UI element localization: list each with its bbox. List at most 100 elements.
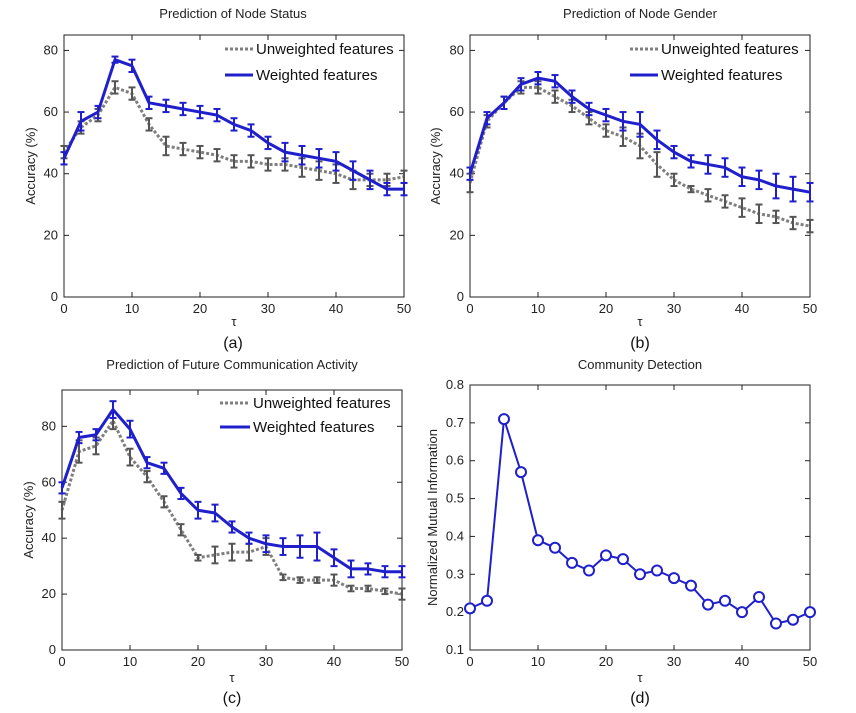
y-tick-label: 60 [44,104,58,119]
y-tick-label: 60 [42,474,56,489]
x-tick-label: 30 [261,301,275,316]
chart-panel-c: 0 10 20 30 40 50 0 20 40 60 80 Prediction of Future… [21,357,409,707]
y-tick-label: 0 [457,289,464,304]
chart-panel-d: 0 10 20 30 40 50 0.1 0.2 0.3 0.4 0.5 0.6 0.7 0.8 Commu… [425,357,817,707]
axes-frame [469,34,811,298]
x-tick-label: 10 [531,301,545,316]
x-tick-label: 50 [395,654,409,669]
data-point [498,413,510,426]
data-point [549,541,561,554]
y-axis-label: Accuracy (%) [21,481,36,558]
data-point [532,534,544,547]
x-tick-label: 10 [125,301,139,316]
x-tick-label: 50 [803,301,817,316]
x-axis-label: τ [231,314,237,329]
legend-label: Unweighted features [661,41,799,58]
data-point [736,606,748,619]
series-weighted [58,400,406,579]
y-tick-label: 0.4 [446,528,464,543]
data-point [685,579,697,592]
panel-caption: (d) [630,690,650,707]
y-tick-label: 0.3 [446,566,464,581]
x-tick-label: 0 [466,301,473,316]
legend: Unweighted features Weighted features [630,41,799,84]
panel-caption: (b) [630,335,650,352]
data-point [719,594,731,607]
series-unweighted [466,80,814,234]
x-tick-label: 30 [667,654,681,669]
y-tick-label: 0.8 [446,377,464,392]
x-tick-label: 30 [259,654,273,669]
y-tick-label: 40 [450,166,464,181]
y-tick-label: 80 [44,42,58,57]
axes-frame [61,389,403,651]
y-tick-label: 0 [49,642,56,657]
x-axis-label: τ [637,314,643,329]
x-tick-label: 30 [667,301,681,316]
x-tick-label: 50 [397,301,411,316]
y-tick-label: 80 [42,418,56,433]
y-tick-label: 40 [44,166,58,181]
x-tick-label: 40 [329,301,343,316]
y-tick-label: 0.5 [446,491,464,506]
legend-label: Unweighted features [253,395,391,412]
data-point [787,613,799,626]
series-nmi [464,413,816,630]
y-tick-label: 0.6 [446,453,464,468]
data-point [566,556,578,569]
x-axis-label: τ [229,670,235,685]
axes-frame [469,384,811,651]
chart-title: Prediction of Node Gender [563,6,718,21]
data-point [804,606,816,619]
axes-frame [63,34,405,298]
series-weighted [60,55,408,197]
series-unweighted [58,411,406,601]
chart-title: Prediction of Node Status [159,6,307,21]
y-axis-label: Normalized Mutual Information [425,429,440,606]
data-point [515,466,527,479]
x-tick-label: 20 [191,654,205,669]
data-point [634,568,646,581]
legend-label: Weighted features [256,67,377,84]
data-point [753,591,765,603]
y-tick-label: 40 [42,530,56,545]
y-tick-label: 0 [51,289,58,304]
x-tick-label: 20 [599,301,613,316]
x-tick-label: 40 [327,654,341,669]
y-tick-label: 0.2 [446,604,464,619]
x-tick-label: 0 [58,654,65,669]
series-unweighted [60,80,408,191]
y-axis-label: Accuracy (%) [23,127,38,204]
x-axis-label: τ [637,670,643,685]
chart-panel-b: 0 10 20 30 40 50 0 20 40 60 80 Prediction of Node G… [428,6,817,352]
legend-label: Weighted features [253,419,374,436]
legend: Unweighted features Weighted features [225,41,394,84]
data-point [702,598,714,611]
data-point [481,594,493,607]
y-tick-label: 0.7 [446,415,464,430]
x-tick-label: 50 [803,654,817,669]
y-tick-label: 0.1 [446,642,464,657]
data-point [770,617,782,630]
y-tick-label: 20 [450,227,464,242]
x-tick-label: 40 [735,301,749,316]
x-tick-label: 10 [531,654,545,669]
x-tick-label: 20 [193,301,207,316]
y-tick-label: 20 [42,586,56,601]
panel-caption: (a) [223,335,243,352]
x-tick-label: 0 [60,301,67,316]
chart-panel-a: 0 10 20 30 40 50 0 20 40 60 80 Prediction of Node S… [23,6,411,352]
data-point [600,549,612,562]
y-tick-label: 20 [44,227,58,242]
data-point [651,564,663,577]
legend-label: Unweighted features [256,41,394,58]
x-tick-label: 40 [735,654,749,669]
data-point [617,553,629,566]
x-tick-label: 10 [123,654,137,669]
x-tick-label: 0 [466,654,473,669]
data-point [583,564,595,577]
data-point [668,572,680,585]
legend-label: Weighted features [661,67,782,84]
y-tick-label: 80 [450,42,464,57]
